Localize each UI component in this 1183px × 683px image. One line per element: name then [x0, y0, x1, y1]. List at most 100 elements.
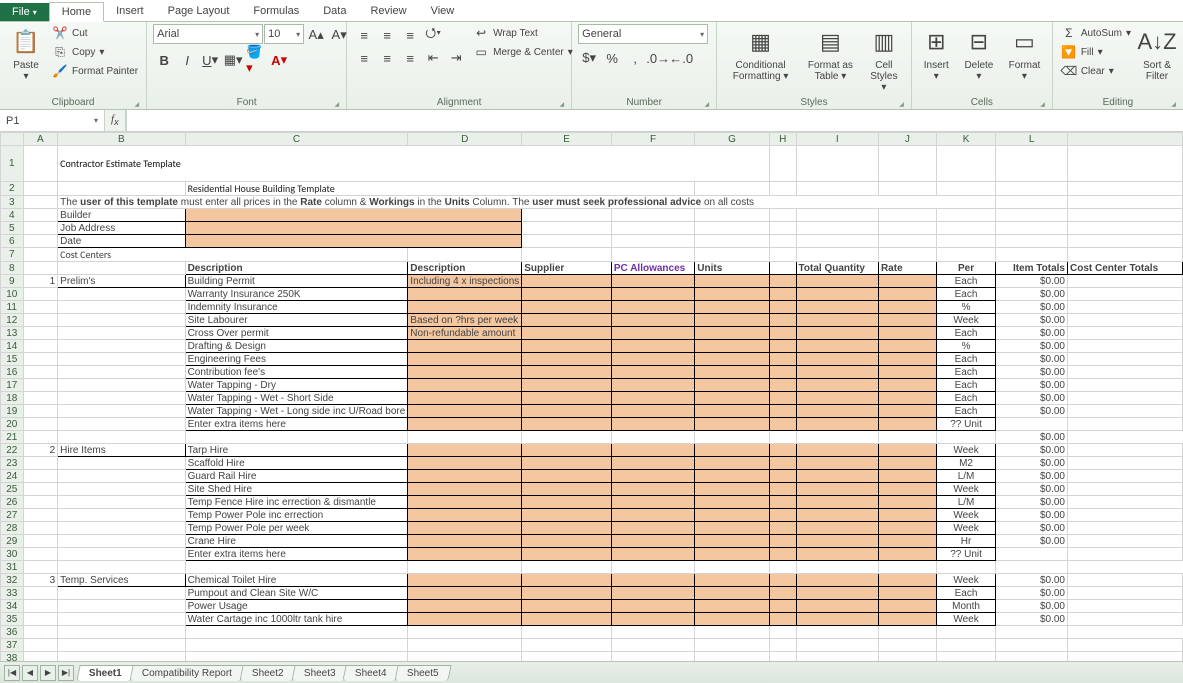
cell[interactable]: Temp. Services: [58, 574, 185, 587]
select-all[interactable]: [1, 133, 24, 146]
italic-button[interactable]: I: [176, 49, 198, 71]
row-header[interactable]: 19: [1, 405, 24, 418]
row-header[interactable]: 5: [1, 222, 24, 235]
border-button[interactable]: ▦▾: [222, 49, 244, 71]
cell[interactable]: [936, 561, 996, 574]
cell[interactable]: [185, 235, 522, 248]
cell[interactable]: [1067, 353, 1182, 366]
cell[interactable]: [769, 262, 796, 275]
cell[interactable]: [611, 613, 694, 626]
cell[interactable]: [1067, 182, 1182, 196]
cell[interactable]: [23, 600, 58, 613]
cell[interactable]: [58, 470, 185, 483]
cell[interactable]: [611, 574, 694, 587]
cell[interactable]: [769, 626, 796, 639]
row-header[interactable]: 37: [1, 639, 24, 652]
cell[interactable]: [769, 444, 796, 457]
cell[interactable]: $0.00: [996, 509, 1068, 522]
cell[interactable]: [769, 431, 796, 444]
cell[interactable]: [408, 444, 522, 457]
cell[interactable]: [185, 431, 408, 444]
orientation-button[interactable]: ⭯▾: [422, 24, 444, 46]
cell[interactable]: [522, 613, 612, 626]
cell[interactable]: [611, 496, 694, 509]
cell[interactable]: [769, 340, 796, 353]
cell[interactable]: [796, 574, 878, 587]
cell[interactable]: [611, 379, 694, 392]
cell[interactable]: [695, 548, 770, 561]
cell[interactable]: [878, 431, 936, 444]
cell[interactable]: ?? Unit: [936, 548, 996, 561]
cell[interactable]: [23, 548, 58, 561]
cell[interactable]: [522, 340, 612, 353]
row-header[interactable]: 2: [1, 182, 24, 196]
cell[interactable]: [408, 639, 522, 652]
worksheet-area[interactable]: ABCDEFGHIJKL1Contractor Estimate Templat…: [0, 132, 1183, 661]
row-header[interactable]: 35: [1, 613, 24, 626]
cell[interactable]: [23, 639, 58, 652]
cell[interactable]: Prelim's: [58, 275, 185, 288]
cell[interactable]: [878, 182, 936, 196]
cell[interactable]: [185, 639, 408, 652]
cell[interactable]: $0.00: [996, 301, 1068, 314]
row-header[interactable]: 36: [1, 626, 24, 639]
col-header[interactable]: G: [695, 133, 770, 146]
cell[interactable]: [695, 340, 770, 353]
cell[interactable]: $0.00: [996, 444, 1068, 457]
cell[interactable]: [1067, 366, 1182, 379]
cell[interactable]: [1067, 314, 1182, 327]
cell[interactable]: [1067, 522, 1182, 535]
cell[interactable]: $0.00: [996, 613, 1068, 626]
cell[interactable]: [611, 483, 694, 496]
cell[interactable]: [58, 587, 185, 600]
cell[interactable]: Guard Rail Hire: [185, 470, 408, 483]
cell[interactable]: $0.00: [996, 392, 1068, 405]
fx-icon[interactable]: fx: [111, 113, 119, 127]
cell[interactable]: [23, 457, 58, 470]
cell[interactable]: L/M: [936, 470, 996, 483]
cell[interactable]: Date: [58, 235, 185, 248]
cell[interactable]: [1067, 392, 1182, 405]
cell[interactable]: [796, 182, 878, 196]
copy-button[interactable]: ⎘Copy ▾: [50, 43, 140, 61]
cell[interactable]: [522, 574, 612, 587]
cell[interactable]: [695, 652, 770, 662]
cell[interactable]: [936, 248, 996, 262]
cond-format-button[interactable]: ▦Conditional Formatting ▾: [723, 24, 798, 84]
cell[interactable]: [1067, 327, 1182, 340]
cell[interactable]: [769, 366, 796, 379]
cell[interactable]: [58, 301, 185, 314]
col-header[interactable]: K: [936, 133, 996, 146]
cell[interactable]: $0.00: [996, 522, 1068, 535]
cell[interactable]: [58, 522, 185, 535]
fill-color-button[interactable]: 🪣▾: [245, 49, 267, 71]
cell[interactable]: [23, 248, 58, 262]
cell[interactable]: [522, 652, 612, 662]
cell[interactable]: [58, 652, 185, 662]
cell[interactable]: [1067, 652, 1182, 662]
cell[interactable]: $0.00: [996, 379, 1068, 392]
cell[interactable]: Contribution fee's: [185, 366, 408, 379]
cell[interactable]: [23, 613, 58, 626]
cell[interactable]: [408, 535, 522, 548]
cell[interactable]: $0.00: [996, 288, 1068, 301]
cell[interactable]: Each: [936, 379, 996, 392]
cell[interactable]: [611, 275, 694, 288]
cell[interactable]: Warranty Insurance 250K: [185, 288, 408, 301]
cell[interactable]: [796, 418, 878, 431]
cell[interactable]: [522, 509, 612, 522]
col-header[interactable]: F: [611, 133, 694, 146]
cell[interactable]: [936, 639, 996, 652]
col-header[interactable]: C: [185, 133, 408, 146]
font-name-select[interactable]: Arial: [153, 24, 263, 44]
cell[interactable]: L/M: [936, 496, 996, 509]
cell[interactable]: [522, 418, 612, 431]
cell[interactable]: Temp Fence Hire inc errection & dismantl…: [185, 496, 408, 509]
cell[interactable]: [23, 587, 58, 600]
cell[interactable]: [695, 535, 770, 548]
cell[interactable]: [769, 353, 796, 366]
cell[interactable]: [408, 613, 522, 626]
sheet-tab[interactable]: Sheet4: [343, 665, 400, 681]
cell[interactable]: Water Tapping - Wet - Short Side: [185, 392, 408, 405]
align-top-button[interactable]: ≡: [353, 24, 375, 46]
